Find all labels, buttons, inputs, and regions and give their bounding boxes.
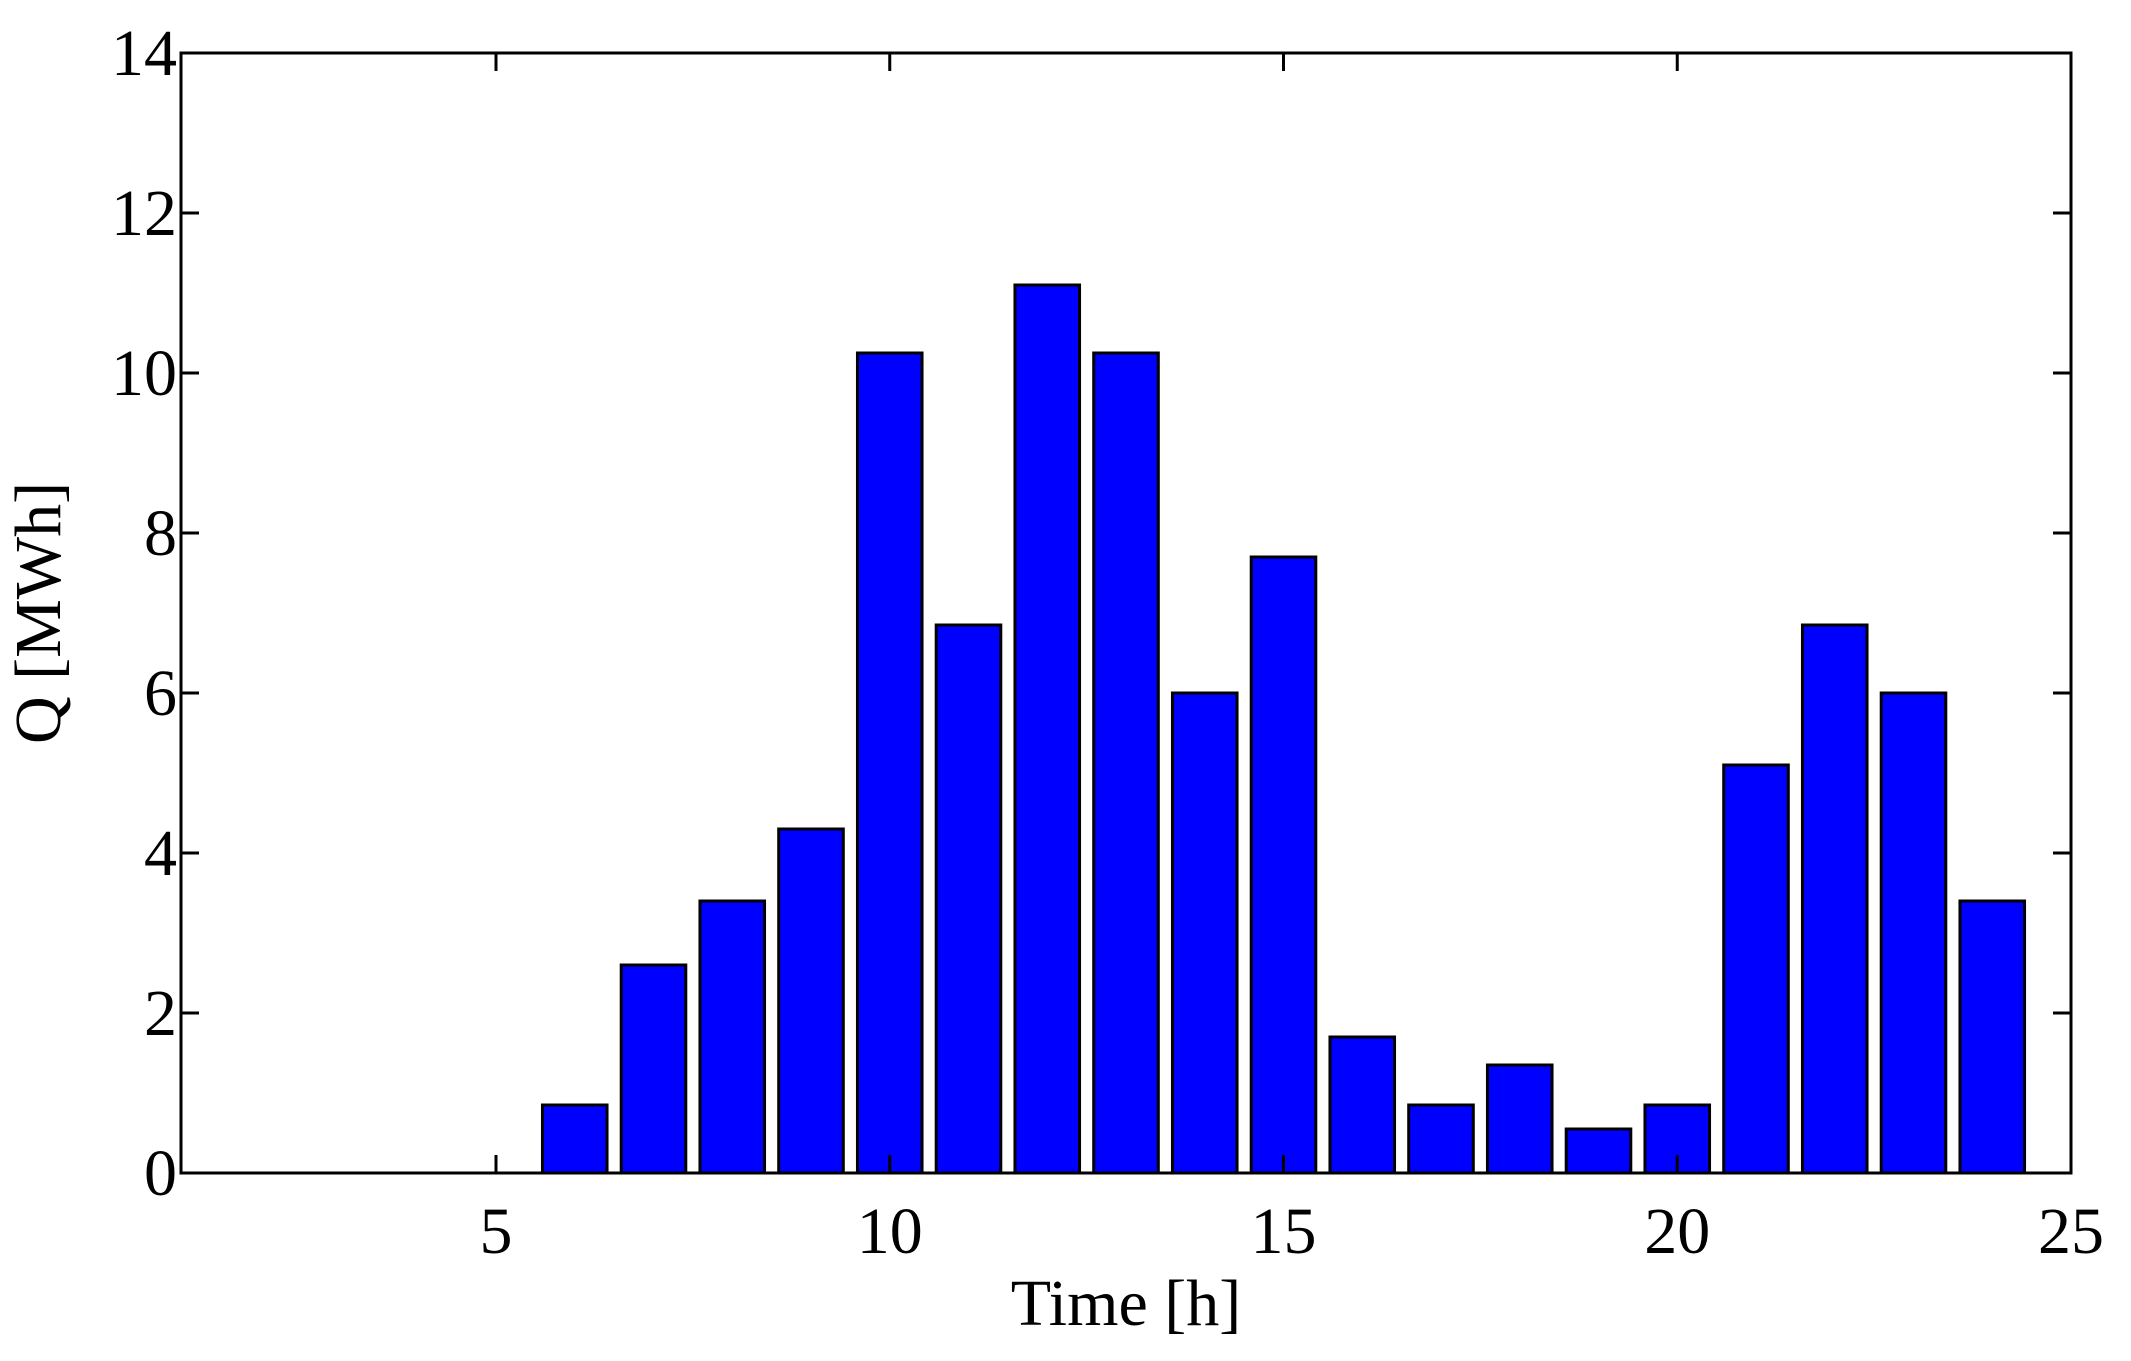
- bars-group: [540, 283, 2027, 1175]
- y-tick-label: 12: [111, 177, 177, 250]
- bar: [1485, 1063, 1554, 1175]
- x-tick-label: 15: [1251, 1195, 1317, 1268]
- x-tick-label: 20: [1644, 1195, 1710, 1268]
- bar: [1170, 691, 1239, 1175]
- bar: [934, 623, 1003, 1175]
- bar: [1958, 899, 2027, 1175]
- y-axis-ticks: 0 2 4 6 8 10 12 14: [111, 17, 2071, 1210]
- bar: [540, 1103, 609, 1175]
- y-axis-label: Q [MWh]: [2, 482, 75, 744]
- bar: [1879, 691, 1948, 1175]
- bar: [855, 351, 924, 1175]
- bar: [1800, 623, 1869, 1175]
- bar: [698, 899, 767, 1175]
- y-tick-label: 2: [144, 977, 177, 1050]
- x-tick-label: 5: [480, 1195, 513, 1268]
- x-axis-ticks: 5 10 15 20 25: [480, 53, 2104, 1268]
- y-tick-label: 14: [111, 17, 177, 90]
- x-axis-label: Time [h]: [1011, 1267, 1241, 1340]
- bar: [777, 827, 845, 1175]
- y-tick-label: 10: [111, 337, 177, 410]
- bar: [1328, 1035, 1397, 1175]
- x-tick-label: 10: [857, 1195, 923, 1268]
- y-tick-label: 8: [144, 497, 177, 570]
- bar: [1092, 351, 1160, 1175]
- y-tick-label: 6: [144, 657, 177, 730]
- bar: [1013, 283, 1082, 1175]
- y-tick-label: 4: [144, 817, 177, 890]
- bar: [1249, 555, 1318, 1175]
- x-tick-label: 25: [2038, 1195, 2104, 1268]
- y-tick-label: 0: [144, 1137, 177, 1210]
- bar: [1564, 1127, 1633, 1175]
- bar: [1722, 763, 1790, 1175]
- plot-area-frame: [179, 51, 2073, 1175]
- bar: [1407, 1103, 1475, 1175]
- bar: [619, 963, 688, 1175]
